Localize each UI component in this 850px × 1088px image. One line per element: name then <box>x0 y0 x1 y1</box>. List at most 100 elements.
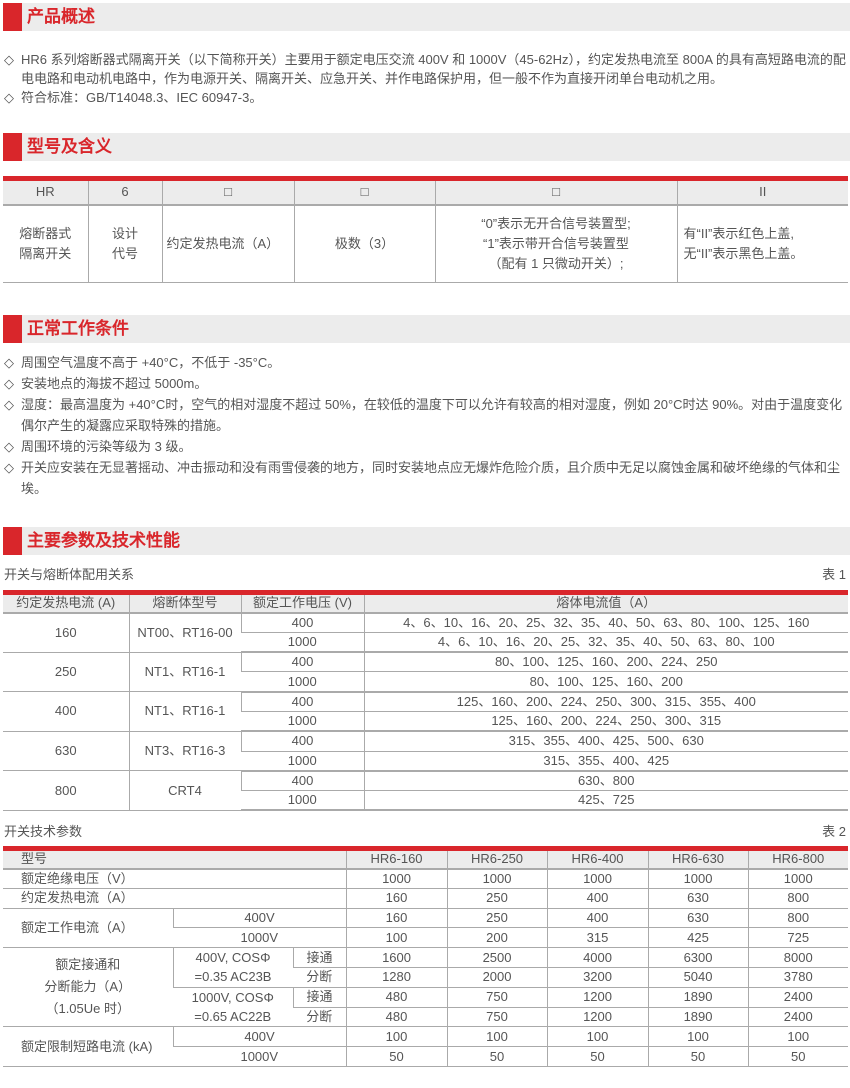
value-cell: 750 <box>446 987 548 1008</box>
value-cell: 1600 <box>345 947 448 968</box>
list-item: ◇ 开关应安装在无显著摇动、冲击振动和没有雨雪侵袭的地方，同时安装地点应无爆炸危险… <box>4 457 846 499</box>
table-row: 1000 125、160、200、224、250、300、315 <box>3 711 848 733</box>
code-cell: HR <box>3 178 88 206</box>
meaning-cell: 约定发热电流（A） <box>161 204 294 283</box>
voltage-cell: 1000 <box>241 671 364 693</box>
operation-type-cell: 接通 <box>292 947 347 968</box>
fuse-current-values-cell: 425、725 <box>363 790 848 812</box>
value-cell: 5040 <box>647 967 749 988</box>
table-row: 1000V 50 50 50 50 50 <box>3 1046 848 1067</box>
cell-line: 有“II”表示红色上盖, <box>683 225 795 241</box>
value-cell: 750 <box>446 1007 548 1028</box>
operation-type-cell: 分断 <box>293 1007 347 1028</box>
value-cell: 725 <box>747 927 848 949</box>
code-cell: □ <box>161 178 294 206</box>
param-label: 约定发热电流（A） <box>3 888 347 909</box>
model-header: HR6-250 <box>446 848 548 870</box>
value-cell: 2500 <box>446 947 548 968</box>
operation-type-cell: 分断 <box>293 967 347 988</box>
section-header-overview: 产品概述 <box>3 3 850 31</box>
voltage-cell: 400 <box>240 691 364 712</box>
cell-line: 熔断器式 <box>19 225 72 241</box>
table-row: 1000V, COSΦ =0.65 AC22B 接通 480 750 1200 1890 24… <box>3 987 848 1028</box>
diamond-bullet-icon: ◇ <box>4 90 14 105</box>
meaning-cell: 极数（3） <box>293 204 435 283</box>
table1-label: 表 1 <box>822 567 846 582</box>
fuse-type-cell: NT00、RT16-00 <box>128 612 241 653</box>
section-header-params: 主要参数及技术性能 <box>3 527 850 555</box>
condition-cell: 1000V, COSΦ =0.65 AC22B <box>173 987 293 1028</box>
table1-caption-row: 开关与熔断体配用关系 表 1 <box>4 567 846 583</box>
cell-line: 1000V, COSΦ <box>191 990 274 1006</box>
voltage-cell: 400 <box>240 652 364 673</box>
cell-line: “0”表示无开合信号装置型; <box>481 215 631 231</box>
value-cell: 250 <box>446 908 548 929</box>
table-row: 1000 315、355、400、425 <box>3 751 848 772</box>
fuse-current-values-cell: 315、355、400、425、500、630 <box>363 731 848 752</box>
voltage-cell: 1000 <box>241 632 364 654</box>
column-header: 额定工作电压 (V) <box>240 592 364 614</box>
value-cell: 2000 <box>446 967 548 988</box>
value-cell: 50 <box>747 1046 848 1067</box>
value-cell: 800 <box>747 908 848 929</box>
column-header: 约定发热电流 (A) <box>3 592 129 614</box>
value-cell: 1200 <box>546 987 649 1008</box>
code-cell: □ <box>434 178 677 206</box>
condition-cell: 400V, COSΦ =0.35 AC23B <box>172 947 293 988</box>
fuse-current-values-cell: 80、100、125、160、200、224、250 <box>363 652 848 673</box>
cell-line: 分断能力（A） <box>44 979 132 995</box>
value-cell: 1280 <box>345 967 448 988</box>
value-cell: 250 <box>446 888 548 909</box>
meaning-cell: 设计 代号 <box>87 204 162 283</box>
cell-line: 无“II”表示黑色上盖。 <box>683 245 804 261</box>
list-item: ◇ 周围空气温度不高于 +40°C，不低于 -35°C。 <box>4 352 846 373</box>
diamond-bullet-icon: ◇ <box>4 397 14 412</box>
value-cell: 3200 <box>546 967 649 988</box>
overview-list: ◇ HR6 系列熔断器式隔离开关（以下简称开关）主要用于额定电压交流 400V 和… <box>4 50 846 107</box>
value-cell: 425 <box>647 927 749 949</box>
section-marker <box>3 3 22 31</box>
fuse-matching-table: 约定发热电流 (A) 熔断体型号 额定工作电压 (V) 熔体电流值（A） 160 NT00… <box>3 590 848 812</box>
voltage-cell: 1000V <box>173 1046 347 1067</box>
operation-type-cell: 接通 <box>292 987 347 1008</box>
value-cell: 315 <box>546 927 649 949</box>
value-cell: 8000 <box>747 947 848 968</box>
table2-caption-row: 开关技术参数 表 2 <box>4 824 846 840</box>
value-cell: 480 <box>345 1007 448 1028</box>
conditions-list: ◇ 周围空气温度不高于 +40°C，不低于 -35°C。 ◇ 安装地点的海拔不超过 5… <box>4 352 846 499</box>
cell-line: “1”表示带开合信号装置型 <box>483 235 629 251</box>
value-cell: 400 <box>546 888 649 909</box>
list-item: ◇ HR6 系列熔断器式隔离开关（以下简称开关）主要用于额定电压交流 400V 和… <box>4 50 846 88</box>
cell-line: 400V, COSΦ <box>195 950 271 966</box>
voltage-cell: 1000 <box>241 751 364 772</box>
code-row: HR 6 □ □ □ II <box>3 178 848 206</box>
model-meaning-table: HR 6 □ □ □ II 熔断器式 隔离开关 设计 代号 约定发热电流（A） 极数（3） “0”表示无… <box>3 176 848 283</box>
section-title: 主要参数及技术性能 <box>27 531 180 550</box>
value-cell: 1890 <box>647 1007 749 1028</box>
table-row: 1000V 100 200 315 425 725 <box>3 927 848 949</box>
list-item-text: 周围空气温度不高于 +40°C，不低于 -35°C。 <box>21 355 281 370</box>
value-cell: 3780 <box>747 967 848 988</box>
list-item-text: 湿度：最高温度为 +40°C时，空气的相对湿度不超过 50%，在较低的温度下可以… <box>21 397 843 433</box>
fuse-type-cell: NT3、RT16-3 <box>128 731 241 772</box>
value-cell: 1200 <box>546 1007 649 1028</box>
voltage-cell: 1000 <box>241 790 364 812</box>
table-row: 160 NT00、RT16-00 400 4、6、10、16、20、25、32、35、… <box>3 612 848 653</box>
rated-current-cell: 800 <box>3 770 129 811</box>
section-title: 产品概述 <box>27 7 95 26</box>
value-cell: 1000 <box>647 868 749 889</box>
value-cell: 630 <box>647 888 749 909</box>
meaning-cell: “0”表示无开合信号装置型; “1”表示带开合信号装置型 （配有 1 只微动开关）; <box>434 204 677 283</box>
section-marker <box>3 527 22 555</box>
value-cell: 100 <box>546 1026 649 1048</box>
cell-line: 隔离开关 <box>19 245 72 261</box>
param-label: 额定绝缘电压（V） <box>3 868 347 889</box>
cell-line: 极数（3） <box>334 235 395 251</box>
voltage-cell: 400 <box>240 731 364 752</box>
voltage-cell: 400 <box>240 770 364 792</box>
value-cell: 2400 <box>747 1007 848 1028</box>
section-title: 型号及含义 <box>27 137 112 156</box>
meaning-cell: 熔断器式 隔离开关 <box>3 204 88 283</box>
value-cell: 100 <box>747 1026 848 1048</box>
cell-line: =0.35 AC23B <box>194 969 272 985</box>
